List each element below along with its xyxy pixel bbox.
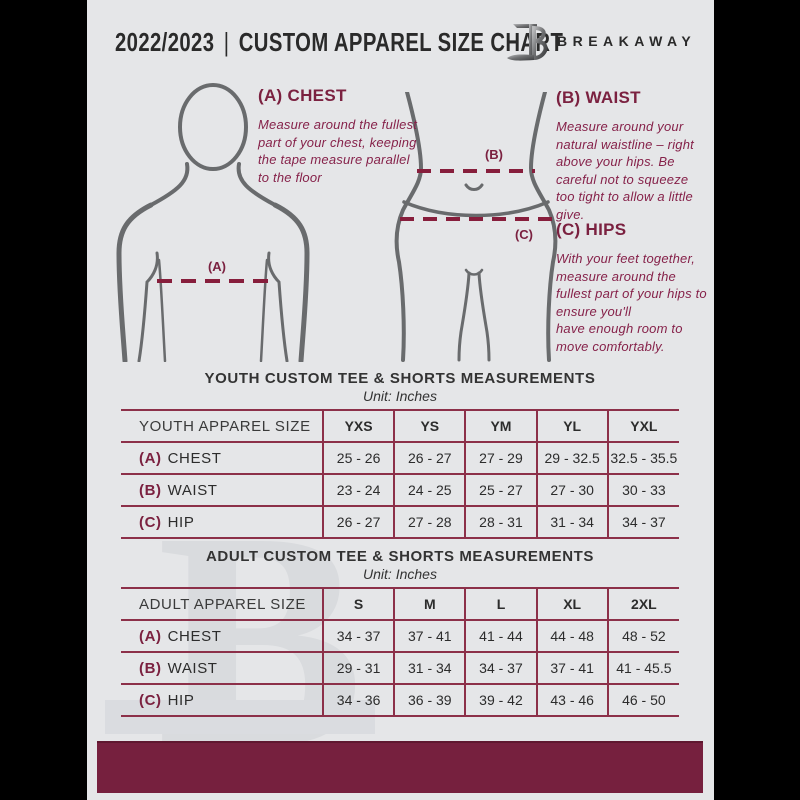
row-label: WAIST bbox=[167, 659, 218, 677]
row-label-prefix: (C) bbox=[139, 691, 162, 709]
youth-col-ys: YS bbox=[393, 409, 466, 442]
row-label: HIP bbox=[167, 513, 195, 531]
hips-instruction-block: (C) HIPS With your feet together, measur… bbox=[556, 220, 708, 355]
table-cell: 25 - 26 bbox=[321, 441, 395, 474]
table-cell: 39 - 42 bbox=[464, 683, 537, 717]
table-cell: 31 - 34 bbox=[535, 505, 608, 539]
youth-table-title: YOUTH CUSTOM TEE & SHORTS MEASUREMENTS bbox=[204, 370, 596, 387]
table-cell: 36 - 39 bbox=[393, 683, 466, 717]
table-cell: 27 - 28 bbox=[393, 505, 466, 539]
youth-waist-row: (B) WAIST 23 - 24 24 - 25 25 - 27 27 - 30… bbox=[121, 473, 679, 506]
adult-table-title: ADULT CUSTOM TEE & SHORTS MEASUREMENTS bbox=[205, 548, 595, 565]
youth-col-yxl: YXL bbox=[606, 409, 679, 442]
row-label-prefix: (B) bbox=[139, 481, 162, 499]
table-cell: 37 - 41 bbox=[393, 619, 466, 652]
table-cell: 48 - 52 bbox=[606, 619, 679, 652]
row-label: CHEST bbox=[167, 627, 222, 645]
row-label: CHEST bbox=[167, 449, 222, 467]
youth-size-table: YOUTH APPAREL SIZE YXS YS YM YL YXL (A) C… bbox=[121, 409, 679, 539]
table-cell: 46 - 50 bbox=[606, 683, 679, 717]
row-label-prefix: (B) bbox=[139, 659, 162, 677]
chest-heading: (A) CHEST bbox=[258, 86, 347, 105]
waist-instruction-block: (B) WAIST Measure around your natural wa… bbox=[556, 88, 708, 223]
row-label-cell: (A) CHEST bbox=[121, 441, 323, 474]
document-header: 2022/2023 | CUSTOM APPAREL SIZE CHART bbox=[115, 24, 690, 60]
adult-hip-row: (C) HIP 34 - 36 36 - 39 39 - 42 43 - 46 4… bbox=[121, 683, 679, 717]
table-cell: 25 - 27 bbox=[464, 473, 537, 506]
table-cell: 29 - 32.5 bbox=[535, 441, 608, 474]
season-label: 2022/2023 bbox=[115, 26, 215, 57]
youth-size-header-cell: YOUTH APPAREL SIZE bbox=[121, 409, 323, 442]
table-cell: 34 - 36 bbox=[321, 683, 395, 717]
row-label-cell: (B) WAIST bbox=[121, 473, 323, 506]
size-chart-document: B 2022/2023 | CUSTOM APPAREL SIZE CHART BR… bbox=[87, 0, 714, 800]
row-label-cell: (B) WAIST bbox=[121, 651, 323, 684]
table-cell: 41 - 44 bbox=[464, 619, 537, 652]
row-label-cell: (A) CHEST bbox=[121, 619, 323, 652]
youth-header-row: YOUTH APPAREL SIZE YXS YS YM YL YXL bbox=[121, 409, 679, 442]
table-cell: 34 - 37 bbox=[606, 505, 679, 539]
row-label-cell: (C) HIP bbox=[121, 683, 323, 717]
breakaway-logo-icon bbox=[507, 24, 548, 61]
table-cell: 23 - 24 bbox=[321, 473, 395, 506]
table-cell: 34 - 37 bbox=[464, 651, 537, 684]
row-label-prefix: (A) bbox=[139, 449, 162, 467]
adult-col-m: M bbox=[393, 587, 466, 620]
page-title: CUSTOM APPAREL SIZE CHART bbox=[238, 26, 564, 57]
waist-hip-measurement-diagram: (B) (C) bbox=[394, 92, 558, 362]
table-cell: 24 - 25 bbox=[393, 473, 466, 506]
adult-header-row: ADULT APPAREL SIZE S M L XL 2XL bbox=[121, 587, 679, 620]
youth-col-ym: YM bbox=[464, 409, 537, 442]
row-label-cell: (C) HIP bbox=[121, 505, 323, 539]
waist-body-text: Measure around your natural waistline – … bbox=[556, 119, 694, 222]
table-cell: 32.5 - 35.5 bbox=[606, 441, 679, 474]
chest-instruction-block: (A) CHEST Measure around the fullest par… bbox=[258, 86, 423, 186]
adult-size-table: ADULT APPAREL SIZE S M L XL 2XL (A) CHEST… bbox=[121, 587, 679, 717]
table-cell: 34 - 37 bbox=[321, 619, 395, 652]
brand-name: BREAKAWAY bbox=[557, 33, 697, 49]
table-cell: 27 - 30 bbox=[535, 473, 608, 506]
table-cell: 28 - 31 bbox=[464, 505, 537, 539]
table-cell: 27 - 29 bbox=[464, 441, 537, 474]
row-label: HIP bbox=[167, 691, 195, 709]
chest-measurement-diagram: (A) bbox=[116, 83, 310, 362]
table-cell: 41 - 45.5 bbox=[606, 651, 679, 684]
youth-col-yxs: YXS bbox=[321, 409, 395, 442]
hips-heading: (C) HIPS bbox=[556, 220, 627, 239]
row-label-prefix: (C) bbox=[139, 513, 162, 531]
table-cell: 26 - 27 bbox=[393, 441, 466, 474]
youth-hip-row: (C) HIP 26 - 27 27 - 28 28 - 31 31 - 34 3… bbox=[121, 505, 679, 539]
youth-chest-row: (A) CHEST 25 - 26 26 - 27 27 - 29 29 - 32… bbox=[121, 441, 679, 474]
adult-table-unit: Unit: Inches bbox=[363, 566, 437, 582]
table-cell: 29 - 31 bbox=[321, 651, 395, 684]
header-title-row: 2022/2023 | CUSTOM APPAREL SIZE CHART bbox=[115, 27, 563, 58]
table-cell: 37 - 41 bbox=[535, 651, 608, 684]
adult-chest-row: (A) CHEST 34 - 37 37 - 41 41 - 44 44 - 48… bbox=[121, 619, 679, 652]
adult-waist-row: (B) WAIST 29 - 31 31 - 34 34 - 37 37 - 41… bbox=[121, 651, 679, 684]
waist-diagram-label: (B) bbox=[485, 147, 503, 162]
youth-table-unit: Unit: Inches bbox=[363, 388, 437, 404]
adult-col-xl: XL bbox=[535, 587, 608, 620]
table-cell: 30 - 33 bbox=[606, 473, 679, 506]
table-cell: 26 - 27 bbox=[321, 505, 395, 539]
table-cell: 31 - 34 bbox=[393, 651, 466, 684]
youth-col-yl: YL bbox=[535, 409, 608, 442]
row-label: WAIST bbox=[167, 481, 218, 499]
adult-size-header-cell: ADULT APPAREL SIZE bbox=[121, 587, 323, 620]
row-label-prefix: (A) bbox=[139, 627, 162, 645]
footer-accent-bar bbox=[97, 741, 703, 793]
hips-diagram-label: (C) bbox=[515, 227, 533, 242]
adult-col-s: S bbox=[321, 587, 395, 620]
adult-col-l: L bbox=[464, 587, 537, 620]
hips-body-text: With your feet together, measure around … bbox=[556, 251, 707, 354]
table-cell: 43 - 46 bbox=[535, 683, 608, 717]
chest-diagram-label: (A) bbox=[208, 259, 226, 274]
table-cell: 44 - 48 bbox=[535, 619, 608, 652]
chest-body-text: Measure around the fullest part of your … bbox=[258, 117, 418, 185]
waist-heading: (B) WAIST bbox=[556, 88, 641, 107]
adult-col-2xl: 2XL bbox=[606, 587, 679, 620]
header-separator: | bbox=[223, 26, 230, 57]
